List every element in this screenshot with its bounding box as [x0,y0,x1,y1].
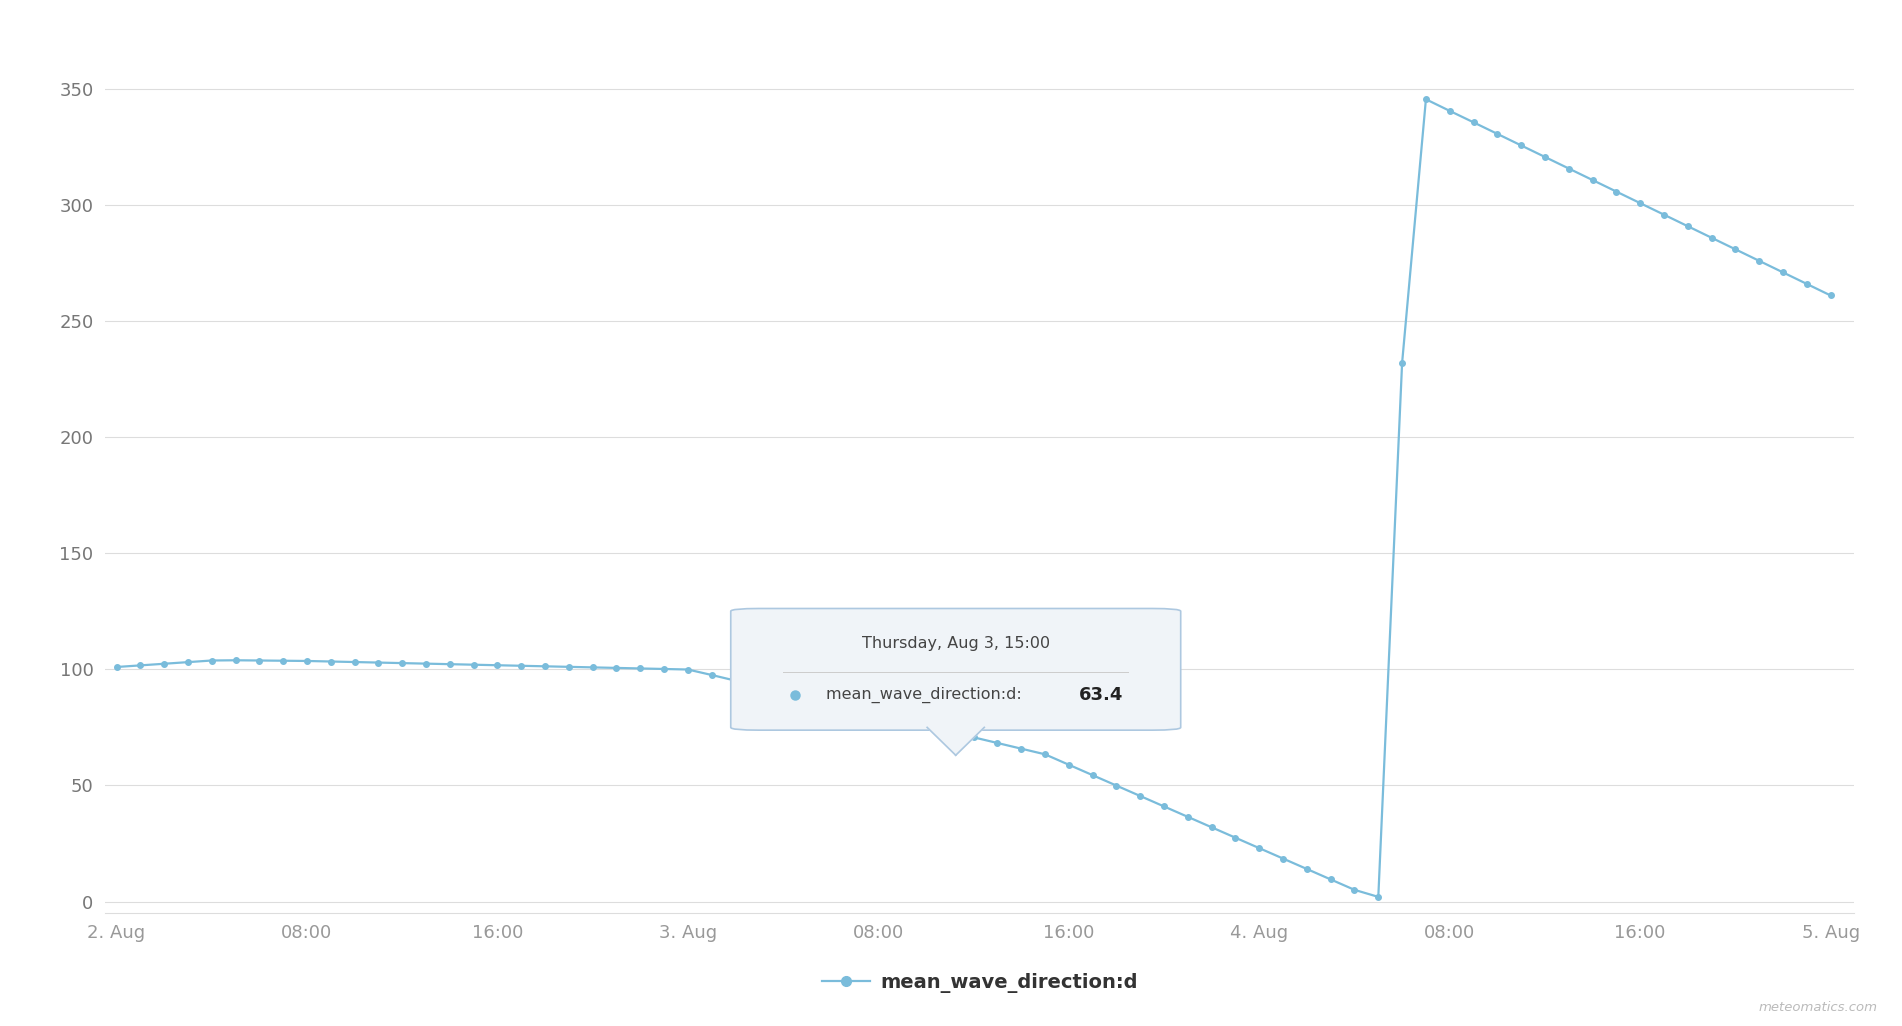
Legend: mean_wave_direction:d: mean_wave_direction:d [814,964,1145,1000]
Text: 63.4: 63.4 [1078,685,1124,704]
Text: Thursday, Aug 3, 15:00: Thursday, Aug 3, 15:00 [862,636,1050,652]
FancyBboxPatch shape [730,608,1181,731]
Polygon shape [926,727,985,755]
Text: mean_wave_direction:d:: mean_wave_direction:d: [825,686,1027,703]
Text: meteomatics.com: meteomatics.com [1757,1000,1877,1014]
